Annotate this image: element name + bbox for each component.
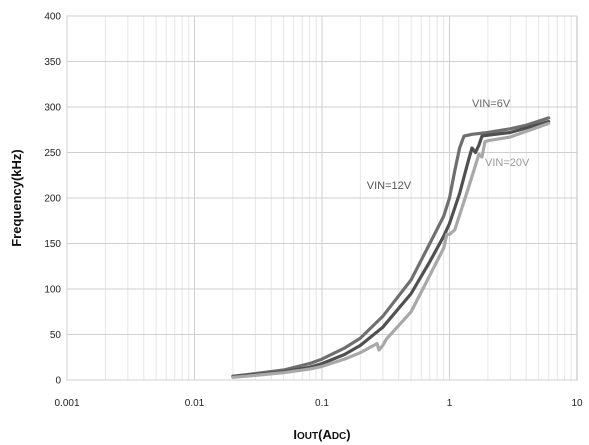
annotation-label: VIN=12V (367, 180, 412, 192)
x-axis-title-main: I (293, 427, 297, 442)
x-tick-label: 0.001 (54, 398, 79, 409)
x-tick-label: 0.01 (185, 398, 205, 409)
y-tick-label: 100 (44, 285, 61, 296)
y-tick-label: 50 (50, 330, 62, 341)
grid (66, 15, 577, 381)
x-axis-ticks: 0.001 0.01 0.1 1 10 (54, 398, 583, 409)
annotation-label: VIN=6V (472, 98, 511, 110)
x-tick-label: 10 (571, 398, 583, 409)
series-line-2 (231, 119, 551, 378)
series-line-1 (231, 116, 551, 378)
y-axis-title: Frequency(kHz) (9, 149, 24, 247)
y-tick-label: 200 (44, 194, 61, 205)
x-tick-label: 0.1 (315, 398, 329, 409)
y-tick-label: 0 (55, 376, 61, 387)
y-tick-label: 150 (44, 239, 61, 250)
y-axis-ticks: 0 50 100 150 200 250 300 350 400 (44, 12, 61, 387)
annotation-label: VIN=20V (485, 157, 530, 169)
x-axis-title-sub: OUT (297, 431, 318, 442)
y-tick-label: 300 (44, 103, 61, 114)
series-line-3 (231, 121, 551, 379)
x-tick-label: 1 (447, 398, 453, 409)
series-lines (231, 116, 551, 379)
y-tick-label: 250 (44, 148, 61, 159)
annotations: VIN=6V VIN=12V VIN=20V (367, 98, 530, 192)
y-tick-label: 350 (44, 57, 61, 68)
y-tick-label: 400 (44, 12, 61, 23)
x-axis-title: IOUT(ADC) (293, 427, 350, 442)
